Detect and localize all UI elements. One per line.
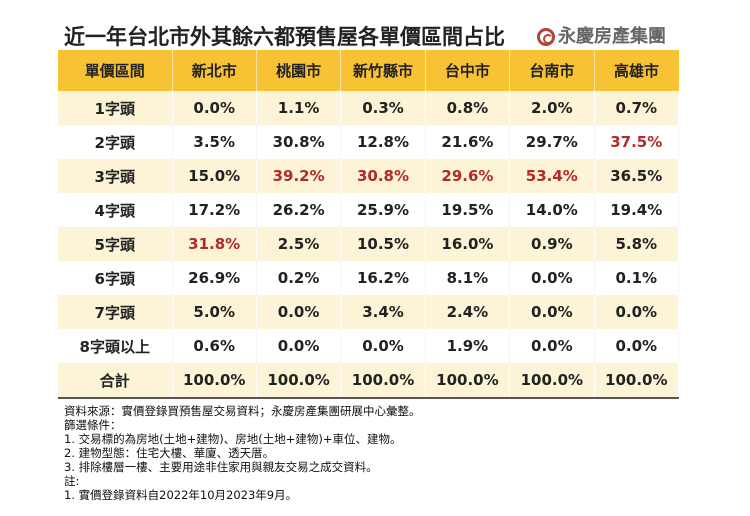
footnote-line: 資料來源：實價登錄買預售屋交易資料；永慶房產集團研展中心彙整。 xyxy=(64,404,421,418)
table-cell: 0.2% xyxy=(256,261,342,295)
table-cell: 29.6% xyxy=(425,159,511,193)
table-cell: 1.1% xyxy=(256,91,342,125)
table-row: 5字頭 31.8% 2.5% 10.5% 16.0% 0.9% 5.8% xyxy=(58,227,680,261)
table-cell: 0.6% xyxy=(172,329,257,363)
table-cell: 0.3% xyxy=(340,91,426,125)
row-label: 8字頭以上 xyxy=(58,329,173,363)
footnote-line: 註: xyxy=(64,474,80,488)
table-cell: 21.6% xyxy=(425,125,511,159)
table-cell: 53.4% xyxy=(509,159,595,193)
table-cell: 0.8% xyxy=(425,91,511,125)
table-header-row: 單價區間 新北市 桃園市 新竹縣市 台中市 台南市 高雄市 xyxy=(58,50,679,91)
table-cell: 0.0% xyxy=(340,329,426,363)
table-cell: 31.8% xyxy=(172,227,257,261)
table-row: 1字頭 0.0% 1.1% 0.3% 0.8% 2.0% 0.7% xyxy=(58,91,680,125)
table-cell: 25.9% xyxy=(340,193,426,227)
table-cell: 36.5% xyxy=(594,159,680,193)
table-row: 2字頭 3.5% 30.8% 12.8% 21.6% 29.7% 37.5% xyxy=(58,125,680,159)
table-row: 4字頭 17.2% 26.2% 25.9% 19.5% 14.0% 19.4% xyxy=(58,193,680,227)
table-cell: 30.8% xyxy=(256,125,342,159)
row-label: 6字頭 xyxy=(58,261,173,295)
table-cell: 0.0% xyxy=(509,261,595,295)
row-label: 2字頭 xyxy=(58,125,173,159)
table-cell: 0.0% xyxy=(172,91,257,125)
table-cell: 5.0% xyxy=(172,295,257,329)
table-cell: 0.7% xyxy=(594,91,680,125)
footnote-line: 1. 交易標的為房地(土地+建物)、房地(土地+建物)+車位、建物。 xyxy=(64,432,402,446)
table-cell: 2.0% xyxy=(509,91,595,125)
column-header: 台中市 xyxy=(425,50,511,91)
table-row: 3字頭 15.0% 39.2% 30.8% 29.6% 53.4% 36.5% xyxy=(58,159,680,193)
table-cell: 16.0% xyxy=(425,227,511,261)
table-cell: 12.8% xyxy=(340,125,426,159)
table-cell: 3.4% xyxy=(340,295,426,329)
page-title: 近一年台北市外其餘六都預售屋各單價區間占比 xyxy=(64,25,505,49)
yungching-logo-icon xyxy=(537,28,555,46)
brand-logo: 永慶房產集團 xyxy=(537,26,666,48)
table-cell: 3.5% xyxy=(172,125,257,159)
footnote-line: 2. 建物型態：住宅大樓、華廈、透天厝。 xyxy=(64,446,275,460)
row-label: 合計 xyxy=(58,363,173,398)
table-cell: 0.0% xyxy=(594,329,680,363)
table-cell: 100.0% xyxy=(172,363,257,398)
table-cell: 26.2% xyxy=(256,193,342,227)
table-cell: 26.9% xyxy=(172,261,257,295)
footnote-line: 篩選條件： xyxy=(64,418,122,432)
column-header: 台南市 xyxy=(509,50,595,91)
table-cell: 39.2% xyxy=(256,159,342,193)
footnote-line: 3. 排除樓層一樓、主要用途非住家用與親友交易之成交資料。 xyxy=(64,460,378,474)
column-header: 桃園市 xyxy=(256,50,342,91)
table-cell: 100.0% xyxy=(594,363,680,398)
table-cell: 0.1% xyxy=(594,261,680,295)
table-cell: 100.0% xyxy=(256,363,342,398)
footnotes: 資料來源：實價登錄買預售屋交易資料；永慶房產集團研展中心彙整。 篩選條件： 1. 交… xyxy=(64,404,421,502)
table-cell: 30.8% xyxy=(340,159,426,193)
table-cell: 0.0% xyxy=(509,295,595,329)
table-cell: 0.0% xyxy=(256,295,342,329)
footnote-line: 1. 實價登錄資料自2022年10月2023年9月。 xyxy=(64,488,298,502)
table-cell: 29.7% xyxy=(509,125,595,159)
row-label: 3字頭 xyxy=(58,159,173,193)
logo-text: 永慶房產集團 xyxy=(558,26,666,47)
table-cell: 0.0% xyxy=(594,295,680,329)
column-header: 單價區間 xyxy=(58,50,173,91)
column-header: 新北市 xyxy=(172,50,257,91)
table-cell: 0.9% xyxy=(509,227,595,261)
table-row: 8字頭以上 0.6% 0.0% 0.0% 1.9% 0.0% 0.0% xyxy=(58,329,680,363)
column-header: 高雄市 xyxy=(594,50,679,91)
table-cell: 37.5% xyxy=(594,125,680,159)
row-label: 4字頭 xyxy=(58,193,173,227)
column-header: 新竹縣市 xyxy=(340,50,426,91)
table-cell: 0.0% xyxy=(256,329,342,363)
table-cell: 19.4% xyxy=(594,193,680,227)
row-label: 5字頭 xyxy=(58,227,173,261)
table-row: 合計 100.0% 100.0% 100.0% 100.0% 100.0% 100.0% xyxy=(58,363,680,398)
table-cell: 16.2% xyxy=(340,261,426,295)
table-cell: 5.8% xyxy=(594,227,680,261)
table-cell: 2.4% xyxy=(425,295,511,329)
table-cell: 8.1% xyxy=(425,261,511,295)
price-range-table: 單價區間 新北市 桃園市 新竹縣市 台中市 台南市 高雄市 1字頭 0.0% 1.1% 0.3% 0… xyxy=(58,50,680,399)
table-cell: 0.0% xyxy=(509,329,595,363)
table-cell: 19.5% xyxy=(425,193,511,227)
table-cell: 100.0% xyxy=(425,363,511,398)
table-cell: 100.0% xyxy=(509,363,595,398)
table-cell: 10.5% xyxy=(340,227,426,261)
table-cell: 100.0% xyxy=(340,363,426,398)
row-label: 7字頭 xyxy=(58,295,173,329)
row-label: 1字頭 xyxy=(58,91,173,125)
table-row: 6字頭 26.9% 0.2% 16.2% 8.1% 0.0% 0.1% xyxy=(58,261,680,295)
table-cell: 1.9% xyxy=(425,329,511,363)
table-row: 7字頭 5.0% 0.0% 3.4% 2.4% 0.0% 0.0% xyxy=(58,295,680,329)
table-cell: 15.0% xyxy=(172,159,257,193)
table-cell: 14.0% xyxy=(509,193,595,227)
table-cell: 2.5% xyxy=(256,227,342,261)
table-cell: 17.2% xyxy=(172,193,257,227)
